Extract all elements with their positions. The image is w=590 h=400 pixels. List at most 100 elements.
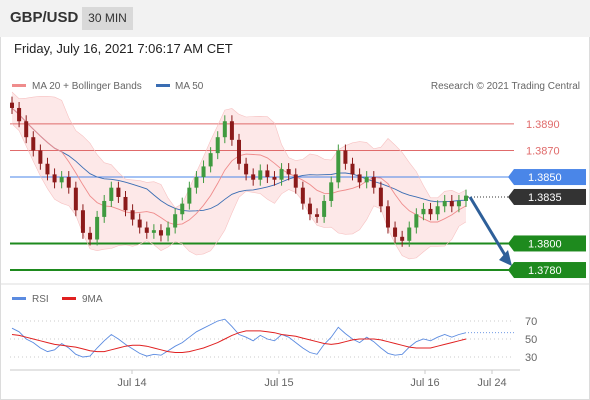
candle-body [208, 153, 213, 167]
level-label-text: 1.3850 [528, 172, 562, 184]
candle-body [279, 169, 284, 180]
candle [421, 202, 426, 221]
candle [315, 208, 320, 223]
candle-body [400, 236, 405, 241]
forecast-arrow-shaft [468, 196, 510, 261]
candle [279, 163, 284, 186]
ma20-legend-swatch [12, 84, 26, 87]
ma50-legend-label: MA 50 [175, 81, 204, 92]
candle [329, 176, 334, 207]
symbol-title: GBP/USD [10, 9, 79, 26]
candle [151, 224, 156, 239]
rsi-ma-line [11, 330, 467, 353]
candle [343, 144, 348, 170]
level-label-resistance: 1.3890 [526, 119, 560, 131]
candle-body [80, 210, 85, 233]
candle-body [251, 174, 256, 180]
candle [364, 171, 369, 189]
candle-body [88, 232, 93, 240]
candle [88, 226, 93, 246]
candle-body [229, 121, 234, 140]
candle [95, 210, 100, 246]
candle [130, 204, 135, 226]
candle [66, 171, 71, 194]
candle-body [265, 170, 270, 178]
candle-body [357, 174, 362, 183]
candle-body [414, 214, 419, 228]
candle [137, 213, 142, 234]
rsi-legend-label: RSI [32, 294, 49, 305]
candle-body [272, 177, 277, 180]
candle-body [187, 187, 192, 204]
forecast-arrow [468, 196, 512, 267]
candle-body [293, 174, 298, 188]
level-label-pivot: 1.3850 [508, 169, 586, 186]
candle-body [456, 200, 461, 207]
candle-body [329, 182, 334, 201]
candle-body [407, 227, 412, 241]
candle [378, 181, 383, 213]
ma50-legend-swatch [156, 84, 170, 87]
candle-body [173, 214, 178, 228]
candle-body [144, 227, 149, 233]
candle-body [300, 187, 305, 204]
candle [407, 221, 412, 247]
candle [173, 208, 178, 234]
candle [258, 164, 263, 186]
candle-body [393, 227, 398, 237]
candle [400, 230, 405, 247]
candle [208, 147, 213, 173]
candle [435, 200, 440, 221]
price-levels [10, 123, 514, 272]
candle-body [343, 150, 348, 164]
candle [371, 171, 376, 194]
candle-body [52, 174, 57, 183]
candle [158, 224, 163, 242]
candle-body [66, 177, 71, 188]
candle [428, 202, 433, 221]
candle [201, 160, 206, 184]
candle-body [385, 206, 390, 228]
candle [385, 200, 390, 234]
candle-body [428, 208, 433, 215]
candle-body [435, 206, 440, 215]
candle-body [315, 214, 320, 217]
candle [244, 157, 249, 181]
moving-averages [11, 91, 467, 260]
candle-body [222, 121, 227, 138]
candle [102, 194, 107, 223]
candle-body [130, 210, 135, 220]
candle [300, 181, 305, 210]
candle [393, 221, 398, 243]
candle-body [137, 219, 142, 228]
candle [45, 157, 50, 181]
candle [38, 144, 43, 170]
candle [449, 194, 454, 213]
candle [215, 131, 220, 160]
candle-body [244, 163, 249, 175]
candle-body [237, 139, 241, 164]
rsi-ma-legend-label: 9MA [82, 294, 103, 305]
candle [442, 194, 447, 213]
candle [24, 115, 29, 144]
candle-body [123, 196, 128, 211]
copyright-text: Research © 2021 Trading Central [431, 81, 580, 92]
bollinger-upper-line [11, 91, 467, 209]
chart-header: GBP/USD 30 MIN [0, 0, 590, 37]
candle-body [109, 187, 114, 201]
candle-body [158, 230, 163, 236]
interval-badge[interactable]: 30 MIN [82, 7, 133, 30]
candle-body [371, 177, 376, 188]
level-label-current: 1.3835 [508, 188, 586, 205]
candle [414, 208, 419, 234]
candle [116, 181, 121, 203]
candle [144, 221, 149, 239]
candle-body [95, 216, 100, 240]
level-label-text: 1.3800 [528, 238, 562, 250]
candle [286, 163, 291, 181]
candle [80, 204, 85, 239]
candle-body [307, 203, 312, 215]
x-tick-label: Jul 15 [264, 377, 293, 389]
candle-body [464, 195, 468, 201]
chart-datetime: Friday, July 16, 2021 7:06:17 AM CET [14, 41, 233, 56]
